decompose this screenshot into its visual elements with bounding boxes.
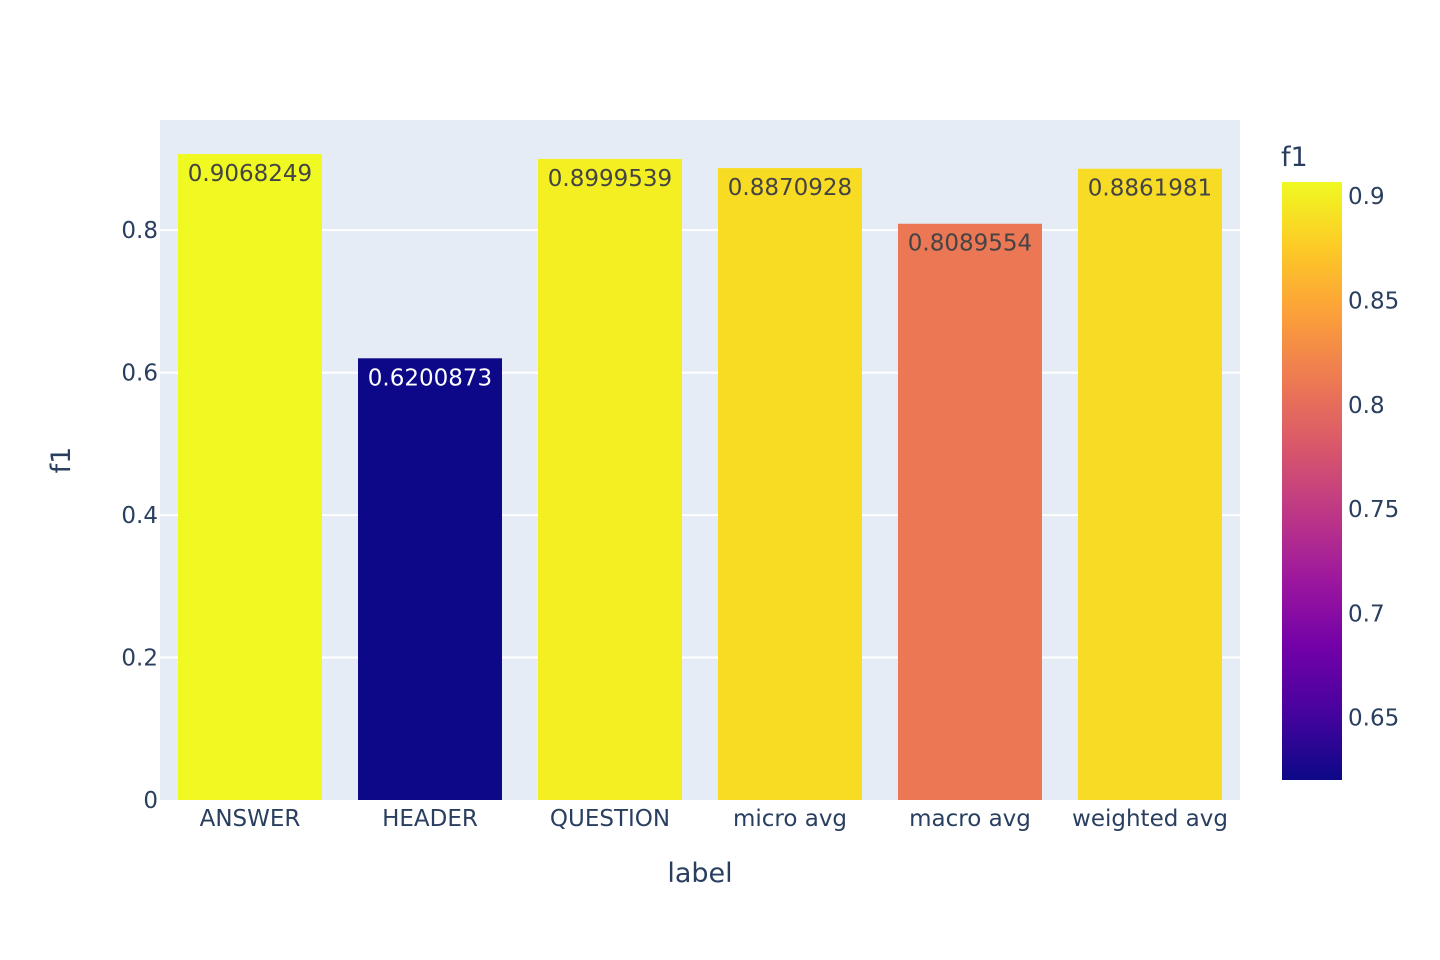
bar: [718, 168, 862, 801]
bar: [1078, 168, 1222, 800]
bar-value-label: 0.9068249: [188, 161, 312, 187]
colorbar-ticks: 0.65 0.7 0.75 0.8 0.85 0.9: [1348, 184, 1399, 731]
colorbar-tick-label: 0.85: [1348, 289, 1399, 315]
x-tick-label: HEADER: [382, 806, 478, 832]
bar-value-label: 0.8870928: [728, 175, 852, 201]
x-axis-title: label: [667, 858, 732, 889]
y-tick-label: 0.4: [121, 503, 158, 529]
y-tick-label: 0.8: [121, 218, 158, 244]
colorbar-title: f1: [1281, 142, 1308, 173]
x-tick-label: weighted avg: [1072, 806, 1228, 832]
bar: [898, 223, 1042, 800]
bar: [358, 358, 502, 800]
x-tick-label: QUESTION: [550, 806, 670, 832]
y-tick-label: 0: [143, 788, 158, 814]
colorbar-tick-label: 0.8: [1348, 393, 1385, 419]
colorbar-tick-label: 0.65: [1348, 706, 1399, 732]
colorbar-gradient: [1282, 182, 1342, 780]
y-tick-label: 0.2: [121, 646, 158, 672]
plot-area: [160, 120, 1240, 800]
x-tick-label: ANSWER: [200, 806, 301, 832]
x-tick-label: micro avg: [733, 806, 847, 832]
x-tick-label: macro avg: [909, 806, 1031, 832]
bar: [178, 154, 322, 801]
colorbar-tick-label: 0.9: [1348, 184, 1385, 210]
bar-value-label: 0.8999539: [548, 166, 672, 192]
x-axis-ticks: ANSWER HEADER QUESTION micro avg macro avg we…: [200, 806, 1228, 832]
colorbar: f1 0.65 0.7 0.75 0.8 0.85 0.9: [1281, 142, 1399, 780]
y-axis-ticks: 0 0.2 0.4 0.6 0.8: [121, 218, 158, 814]
bar-value-label: 0.8861981: [1088, 176, 1212, 202]
y-tick-label: 0.6: [121, 361, 158, 387]
colorbar-tick-label: 0.75: [1348, 497, 1399, 523]
bar-value-label: 0.8089554: [908, 231, 1032, 257]
gridlines: [160, 229, 1240, 659]
y-axis-title: f1: [46, 447, 77, 474]
bar-value-label: 0.6200873: [368, 365, 492, 391]
bars: 0.9068249 0.6200873 0.8999539 0.8870928 0.80…: [178, 154, 1222, 801]
colorbar-tick-label: 0.7: [1348, 601, 1385, 627]
bar: [538, 158, 682, 800]
